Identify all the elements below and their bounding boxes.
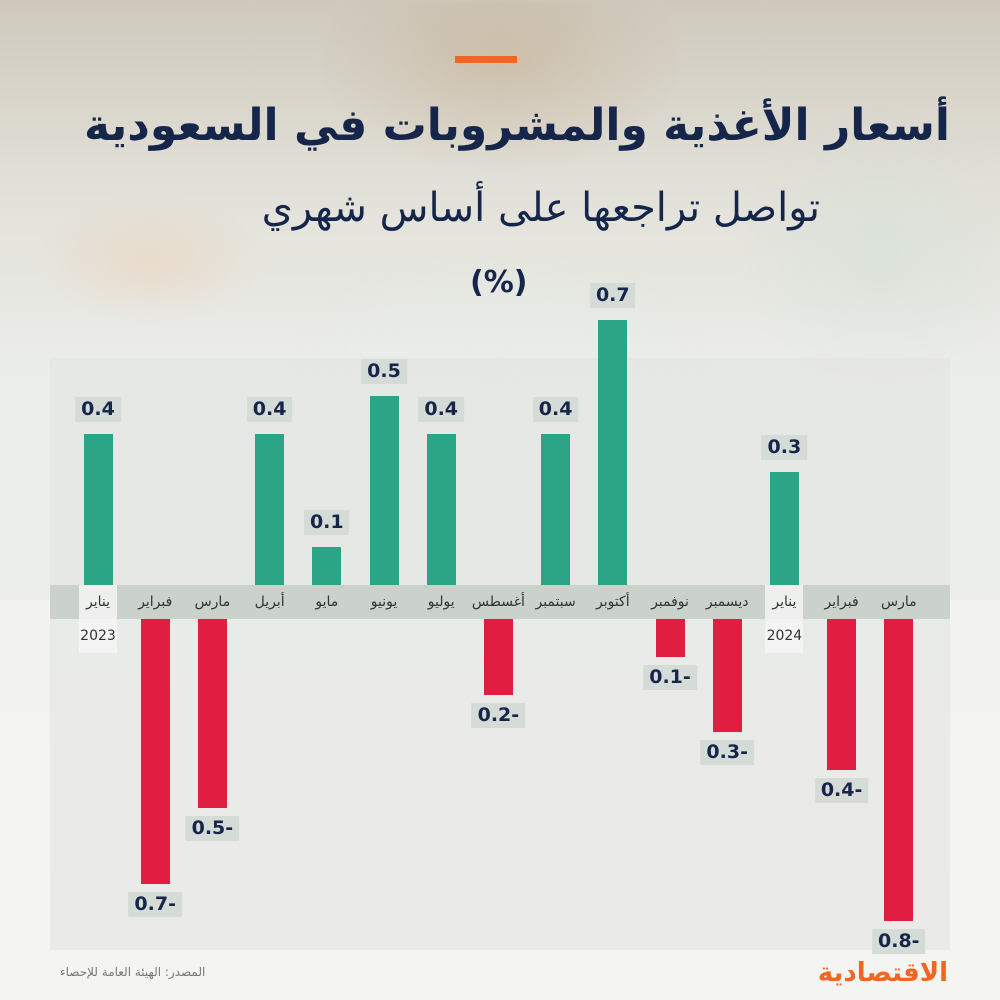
- value-label: 0.1-: [643, 664, 697, 690]
- month-label: يوليو: [427, 594, 455, 610]
- chart-title: أسعار الأغذية والمشروبات في السعودية: [84, 100, 950, 151]
- bar: [197, 619, 227, 808]
- month-label: أغسطس: [471, 594, 525, 610]
- bar: [541, 433, 571, 585]
- value-label: 0.4: [532, 396, 579, 422]
- bar: [655, 619, 685, 657]
- month-label: مارس: [880, 594, 917, 610]
- month-label: مارس: [194, 594, 231, 610]
- bar: [483, 619, 513, 695]
- bar: [827, 619, 857, 771]
- bar: [598, 320, 628, 585]
- value-label: 0.4: [418, 396, 465, 422]
- value-label: 0.7: [589, 283, 636, 309]
- unit-label: (%): [470, 265, 528, 300]
- bar: [712, 619, 742, 733]
- bar: [140, 619, 170, 884]
- value-label: 0.8-: [872, 929, 926, 955]
- value-label: 0.4-: [814, 778, 869, 804]
- value-label: 0.2-: [471, 702, 526, 728]
- value-label: 0.4: [75, 396, 121, 422]
- chart-subtitle: تواصل تراجعها على أساس شهري: [261, 185, 820, 231]
- bar: [369, 396, 399, 585]
- value-label: 0.3-: [700, 740, 754, 766]
- bar: [426, 433, 456, 585]
- value-label: 0.1: [303, 510, 350, 536]
- month-label: فبراير: [138, 594, 173, 610]
- bar: [884, 619, 914, 922]
- publisher-logo: الاقتصادية: [817, 958, 948, 988]
- month-label: ديسمبر: [705, 594, 749, 610]
- year-label: 2024: [766, 628, 803, 644]
- month-label: يونيو: [370, 594, 398, 610]
- value-label: 0.5-: [185, 816, 240, 841]
- year-label: 2023: [80, 628, 116, 644]
- month-label: أبريل: [254, 594, 285, 610]
- source-text: المصدر: الهيئة العامة للإحصاء: [60, 965, 206, 979]
- value-label: 0.5: [361, 359, 407, 384]
- month-label: مايو: [315, 594, 339, 610]
- month-label: أكتوبر: [595, 594, 630, 610]
- month-label: يناير: [772, 594, 797, 610]
- value-label: 0.4: [246, 396, 293, 422]
- month-label: يناير: [85, 594, 111, 610]
- year-highlight: [765, 585, 804, 653]
- year-highlight: [79, 585, 117, 653]
- bar: [312, 547, 342, 585]
- bar: [769, 471, 799, 585]
- bar: [255, 433, 285, 585]
- value-label: 0.7-: [128, 891, 182, 917]
- month-label: سبتمبر: [535, 594, 576, 610]
- month-label: نوفمبر: [651, 594, 689, 610]
- month-label: فبراير: [824, 594, 859, 610]
- value-label: 0.3: [761, 434, 808, 460]
- accent-bar: [455, 56, 517, 63]
- bar: [83, 433, 113, 585]
